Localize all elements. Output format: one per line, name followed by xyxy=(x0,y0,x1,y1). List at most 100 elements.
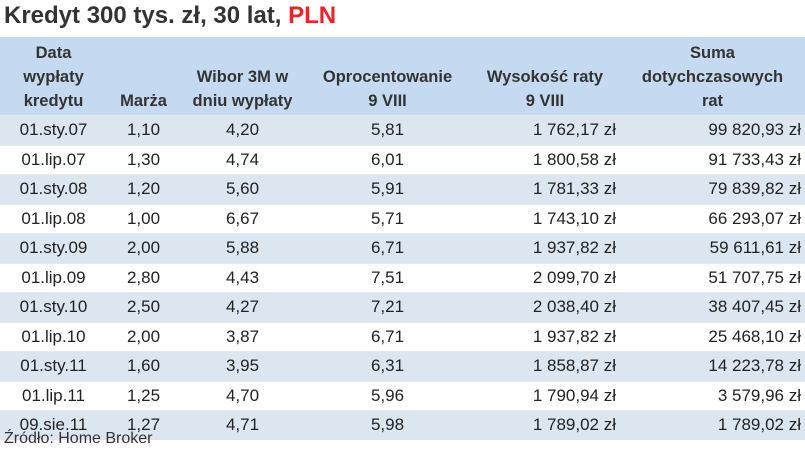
table-cell: 01.sty.09 xyxy=(0,233,107,263)
table-cell: 79 839,82 zł xyxy=(620,174,805,204)
header-line: Data xyxy=(35,44,72,62)
table-cell: 1 762,17 zł xyxy=(470,115,620,145)
table-cell: 01.sty.08 xyxy=(0,174,107,204)
column-header: Data wypłaty kredytu xyxy=(0,37,107,116)
table-cell: 01.lip.11 xyxy=(0,380,107,411)
table-cell: 6,67 xyxy=(180,203,305,234)
table-cell: 1,25 xyxy=(107,380,180,411)
table-row: 01.sty.08 1,20 5,60 5,91 1 781,33 zł 79 839,8… xyxy=(0,174,805,204)
table-row: 01.sty.11 1,60 3,95 6,31 1 858,87 zł 14 223,7… xyxy=(0,351,805,381)
table-cell: 1 789,02 zł xyxy=(620,410,805,440)
title: Kredyt 300 tys. zł, 30 lat, PLN xyxy=(4,2,336,30)
header-row: Data wypłaty kredytu Marża Wibor 3M w dniu wy… xyxy=(0,37,805,116)
title-text: Kredyt 300 tys. zł, 30 lat, xyxy=(4,2,289,29)
header-line: Suma xyxy=(690,44,735,62)
table-cell: 01.sty.10 xyxy=(0,292,107,322)
table-row: 01.lip.07 1,30 4,74 6,01 1 800,58 zł 91 733,4… xyxy=(0,144,805,175)
table-cell: 2 099,70 zł xyxy=(470,262,620,293)
table-cell: 1,27 xyxy=(107,410,180,440)
table-row: 01.sty.09 2,00 5,88 6,71 1 937,82 zł 59 611,6… xyxy=(0,233,805,263)
table-cell: 4,74 xyxy=(180,144,305,175)
table-cell: 1 790,94 zł xyxy=(470,380,620,411)
table-cell: 1,20 xyxy=(107,174,180,204)
header-line: Wibor 3M w xyxy=(196,68,289,86)
table-row: 01.lip.11 1,25 4,70 5,96 1 790,94 zł 3 579,96… xyxy=(0,380,805,411)
table-cell: 38 407,45 zł xyxy=(620,292,805,322)
table-cell: 1,60 xyxy=(107,351,180,381)
title-highlight: PLN xyxy=(288,2,337,29)
table-row: 01.lip.08 1,00 6,67 5,71 1 743,10 zł 66 293,0… xyxy=(0,203,805,234)
table-cell: 2,00 xyxy=(107,321,180,352)
table-cell: 1 937,82 zł xyxy=(470,321,620,352)
table-row: 01.sty.07 1,10 4,20 5,81 1 762,17 zł 99 820,9… xyxy=(0,115,805,145)
table-cell: 51 707,75 zł xyxy=(620,262,805,293)
table-cell: 01.sty.07 xyxy=(0,115,107,145)
table-cell: 2,00 xyxy=(107,233,180,263)
column-header: Wibor 3M w dniu wypłaty xyxy=(180,37,305,116)
table-cell: 25 468,10 zł xyxy=(620,321,805,352)
table-cell: 01.lip.09 xyxy=(0,262,107,293)
header-line: 9 VIII xyxy=(525,92,565,110)
table-cell: 4,27 xyxy=(180,292,305,322)
table-cell: 14 223,78 zł xyxy=(620,351,805,381)
table-cell: 5,81 xyxy=(305,115,470,145)
header-line: Marża xyxy=(120,92,167,110)
table-cell: 6,01 xyxy=(305,144,470,175)
table-cell: 1,30 xyxy=(107,144,180,175)
table-cell: 91 733,43 zł xyxy=(620,144,805,175)
header-line: dotychczasowych xyxy=(641,68,784,86)
header-line: dniu wypłaty xyxy=(192,92,293,110)
table-cell: 2,50 xyxy=(107,292,180,322)
table: Data wypłaty kredytu Marża Wibor 3M w dniu wy… xyxy=(0,37,805,440)
table-cell: 6,71 xyxy=(305,233,470,263)
table-cell: 2,80 xyxy=(107,262,180,293)
header-line: wypłaty xyxy=(23,68,84,86)
table-cell: 6,71 xyxy=(305,321,470,352)
table-cell: 1 743,10 zł xyxy=(470,203,620,234)
table-row: 09.sie.11 1,27 4,71 5,98 1 789,02 zł 1 789,02… xyxy=(0,410,805,440)
table-row: 01.sty.10 2,50 4,27 7,21 2 038,40 zł 38 407,4… xyxy=(0,292,805,322)
table-row: 01.lip.09 2,80 4,43 7,51 2 099,70 zł 51 707,7… xyxy=(0,262,805,293)
table-cell: 2 038,40 zł xyxy=(470,292,620,322)
table-cell: 99 820,93 zł xyxy=(620,115,805,145)
header-line: kredytu xyxy=(23,92,84,110)
table-cell: 01.lip.08 xyxy=(0,203,107,234)
table-cell: 5,88 xyxy=(180,233,305,263)
table-cell: 1,00 xyxy=(107,203,180,234)
table-cell: 5,91 xyxy=(305,174,470,204)
table-cell: 01.sty.11 xyxy=(0,351,107,381)
column-header: Oprocentowanie 9 VIII xyxy=(305,37,470,116)
table-cell: 4,71 xyxy=(180,410,305,440)
table-cell: 5,98 xyxy=(305,410,470,440)
header-line: Wysokość raty xyxy=(486,68,604,86)
header-line: 9 VIII xyxy=(368,92,407,110)
table-cell: 6,31 xyxy=(305,351,470,381)
table-cell: 1 789,02 zł xyxy=(470,410,620,440)
table-cell: 1 800,58 zł xyxy=(470,144,620,175)
column-header: Suma dotychczasowych rat xyxy=(620,37,805,116)
table-cell: 59 611,61 zł xyxy=(620,233,805,263)
column-header: Marża xyxy=(107,37,180,116)
table-cell: 4,43 xyxy=(180,262,305,293)
table-cell: 01.lip.07 xyxy=(0,144,107,175)
table-cell: 3,95 xyxy=(180,351,305,381)
table-row: 01.lip.10 2,00 3,87 6,71 1 937,82 zł 25 468,1… xyxy=(0,321,805,352)
table-cell: 09.sie.11 xyxy=(0,410,107,440)
table-cell: 66 293,07 zł xyxy=(620,203,805,234)
table-cell: 7,21 xyxy=(305,292,470,322)
table-cell: 1,10 xyxy=(107,115,180,145)
table-cell: 7,51 xyxy=(305,262,470,293)
header-line: Oprocentowanie xyxy=(322,68,453,86)
table-cell: 1 937,82 zł xyxy=(470,233,620,263)
table-cell: 1 858,87 zł xyxy=(470,351,620,381)
table-cell: 4,70 xyxy=(180,380,305,411)
table-cell: 3,87 xyxy=(180,321,305,352)
table-cell: 5,60 xyxy=(180,174,305,204)
table-body: 01.sty.07 1,10 4,20 5,81 1 762,17 zł 99 820,9… xyxy=(0,115,805,440)
table-cell: 3 579,96 zł xyxy=(620,380,805,411)
table-cell: 5,71 xyxy=(305,203,470,234)
source: Źródło: Home Broker xyxy=(4,430,153,447)
table-cell: 1 781,33 zł xyxy=(470,174,620,204)
table-cell: 4,20 xyxy=(180,115,305,145)
